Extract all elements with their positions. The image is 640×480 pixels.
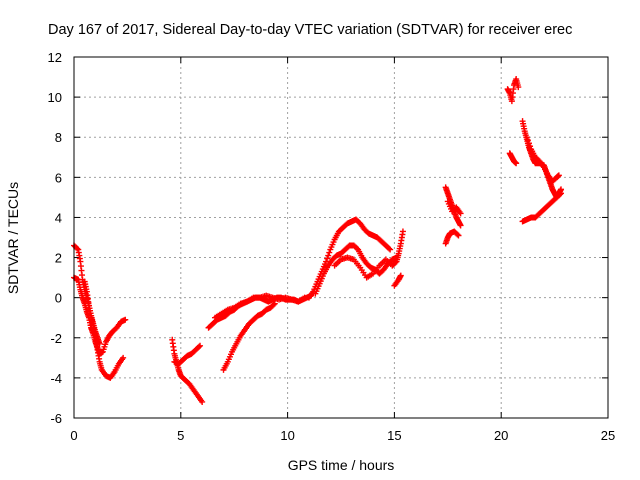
data-point [455,232,462,239]
data-point [326,249,333,256]
data-point [454,231,461,238]
series-track-mid-c [220,300,278,373]
data-point [457,222,464,229]
data-point [556,191,563,198]
data-point [324,255,331,262]
data-point [513,160,520,167]
y-tick-label: 6 [55,170,62,185]
x-tick-label: 25 [601,428,615,443]
data-point [120,354,127,361]
data-point [96,340,103,347]
data-point [386,245,393,252]
data-point [271,300,278,307]
series-track-early-c [81,278,103,347]
data-point [74,245,81,252]
plot-frame [73,56,609,419]
y-tick-label: 12 [48,50,62,65]
data-point [354,245,361,252]
y-tick-label: -4 [50,371,62,386]
series-track-i [506,150,520,167]
data-point [199,398,206,405]
series-track-late-d [391,272,404,289]
x-tick-label: 5 [177,428,184,443]
series-track-h [504,76,522,105]
data-point [515,84,522,91]
chart-title: Day 167 of 2017, Sidereal Day-to-day VTE… [48,22,572,38]
x-axis-label: GPS time / hours [288,457,395,473]
series-track-late-c [331,228,406,281]
data-point [399,228,406,235]
data-point [555,172,562,179]
data-point [387,246,394,253]
series-track-mid-e [211,292,308,321]
data-point [524,137,531,144]
data-point [527,143,534,150]
series-track-k [523,134,562,185]
tick-labels: 0 5 10 15 20 25 -6 -4 -2 0 2 4 6 8 10 12 [48,50,616,443]
series-track-mid-b [171,342,204,367]
data-point [397,272,404,279]
data-point [558,190,565,197]
y-axis-label: SDTVAR / TECUs [5,182,21,294]
data-point [457,210,464,217]
x-tick-label: 0 [70,428,77,443]
y-tick-label: 2 [55,251,62,266]
data-point [525,140,532,147]
series-track-mid-a [169,336,206,405]
x-tick-label: 15 [387,428,401,443]
data-point [195,343,202,350]
data-point [270,301,277,308]
data-point [197,342,204,349]
series-track-g [442,228,462,247]
y-tick-label: -2 [50,331,62,346]
data-point [122,316,129,323]
data-point [325,252,332,259]
series-track-l [519,190,565,225]
data-points [71,76,565,405]
y-tick-label: -6 [50,411,62,426]
series-track-late-a [305,216,394,301]
y-tick-label: 4 [55,210,62,225]
data-point [323,258,330,265]
data-point [523,134,530,141]
x-tick-label: 20 [494,428,508,443]
y-tick-label: 10 [48,90,62,105]
y-tick-label: 8 [55,130,62,145]
series-track-f [444,198,464,217]
y-tick-label: 0 [55,291,62,306]
x-tick-label: 10 [280,428,294,443]
data-point [392,259,399,266]
